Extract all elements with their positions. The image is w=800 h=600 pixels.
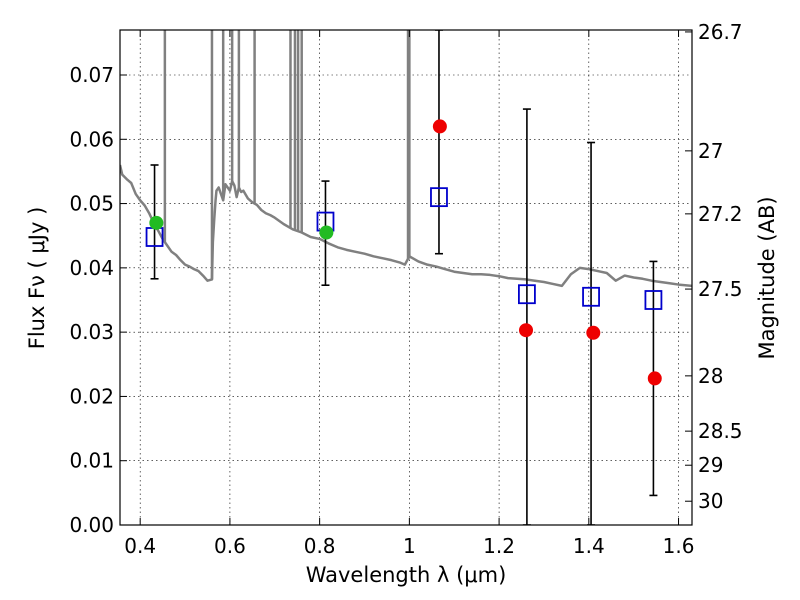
observed-flux-point bbox=[586, 325, 601, 340]
plot-frame bbox=[119, 29, 693, 526]
y2-tick-label: 28 bbox=[698, 364, 723, 388]
observed-flux-point bbox=[319, 225, 334, 240]
observed-flux-point bbox=[149, 215, 164, 230]
observed-flux-point bbox=[432, 119, 447, 134]
y2-axis-label: Magnitude (AB) bbox=[755, 196, 779, 359]
y-tick-label: 0.06 bbox=[69, 127, 114, 151]
y2-tick-label: 30 bbox=[698, 489, 723, 513]
y-tick-label: 0.01 bbox=[69, 449, 114, 473]
model-flux-square bbox=[582, 286, 600, 307]
observed-flux-point bbox=[647, 371, 662, 386]
data-layer bbox=[120, 30, 692, 525]
y2-tick-label: 27.2 bbox=[698, 202, 743, 226]
x-tick-label: 1 bbox=[403, 534, 416, 558]
y2-tick-label: 29 bbox=[698, 453, 723, 477]
model-flux-square bbox=[518, 284, 536, 305]
observed-flux-point bbox=[519, 323, 534, 338]
clipped-series bbox=[120, 30, 692, 525]
y-tick-label: 0.05 bbox=[69, 192, 114, 216]
tick-layer: 0.4 0.6 0.8 1 1.2 1.4 1.6 0.00 0.01 0.02 0.03 0.04 0… bbox=[69, 20, 742, 558]
y-axis-label: Flux Fν ( μJy ) bbox=[25, 207, 49, 350]
y-tick-label: 0.04 bbox=[69, 256, 114, 280]
x-tick-label: 1.4 bbox=[573, 534, 605, 558]
x-axis-label: Wavelength λ (μm) bbox=[306, 563, 507, 587]
y2-tick-label: 28.5 bbox=[698, 419, 743, 443]
y-tick-label: 0.02 bbox=[69, 384, 114, 408]
y-tick-label: 0.00 bbox=[69, 513, 114, 537]
x-tick-label: 0.8 bbox=[304, 534, 336, 558]
x-tick-label: 1.6 bbox=[663, 534, 695, 558]
x-tick-label: 0.4 bbox=[124, 534, 156, 558]
y2-tick-label: 26.7 bbox=[698, 20, 743, 44]
spectrum-line bbox=[120, 164, 692, 288]
x-tick-label: 1.2 bbox=[483, 534, 515, 558]
y2-tick-label: 27.5 bbox=[698, 277, 743, 301]
x-tick-label: 0.6 bbox=[214, 534, 246, 558]
model-flux-square bbox=[430, 187, 448, 208]
y-tick-label: 0.03 bbox=[69, 320, 114, 344]
y2-tick-label: 27 bbox=[698, 139, 723, 163]
y-tick-label: 0.07 bbox=[69, 63, 114, 87]
model-flux-square bbox=[644, 290, 663, 310]
